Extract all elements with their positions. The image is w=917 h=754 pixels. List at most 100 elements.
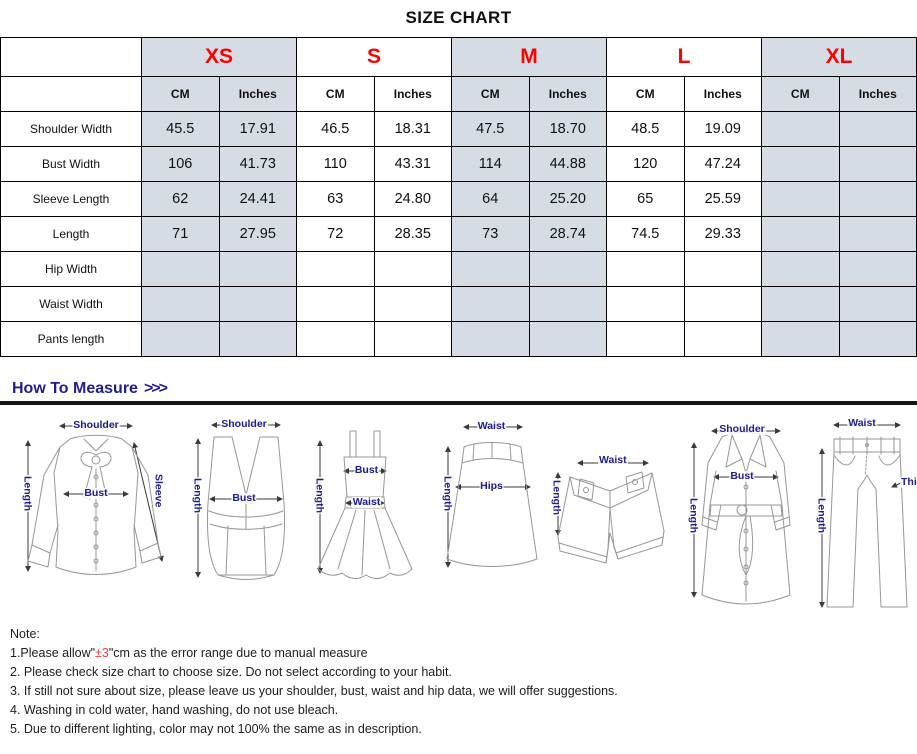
waist-label: Waist xyxy=(598,454,628,466)
unit-cell: CM xyxy=(606,76,685,112)
table-row-pants-length: Pants length xyxy=(0,321,917,357)
note-1-post: "cm as the error range due to manual mea… xyxy=(108,646,368,660)
notes-section: Note: 1.Please allow"±3"cm as the error … xyxy=(10,625,917,739)
figure-dress: Bust Waist Length xyxy=(304,411,429,607)
bust-label: Bust xyxy=(83,487,109,499)
cell: 62 xyxy=(141,181,220,217)
cell xyxy=(141,251,220,287)
cell xyxy=(761,286,840,322)
note-line-4: 4. Washing in cold water, hand washing, … xyxy=(10,703,339,717)
note-line-2: 2. Please check size chart to choose siz… xyxy=(10,665,452,679)
length-label: Length xyxy=(313,477,326,514)
length-label: Length xyxy=(815,497,828,534)
bust-label: Bust xyxy=(353,464,380,476)
cell xyxy=(761,321,840,357)
size-header-row: XS S M L XL xyxy=(0,37,917,77)
cell xyxy=(218,286,297,322)
cell: 25.20 xyxy=(528,181,607,217)
cell: 46.5 xyxy=(296,111,375,147)
measure-figures: Shoulder Length Bust Sleeve Shoulder Len… xyxy=(0,411,917,617)
cell xyxy=(838,146,917,182)
unit-cell: CM xyxy=(141,76,220,112)
cell: 24.41 xyxy=(218,181,297,217)
cell xyxy=(838,251,917,287)
cell xyxy=(761,251,840,287)
cell xyxy=(683,321,762,357)
figure-tank: Shoulder Length Bust xyxy=(184,411,304,607)
cell: 18.70 xyxy=(528,111,607,147)
table-row-hip-width: Hip Width xyxy=(0,251,917,287)
unit-cell: CM xyxy=(296,76,375,112)
waist-label: Waist xyxy=(351,496,382,508)
corner-cell xyxy=(0,37,142,77)
cell: 27.95 xyxy=(218,216,297,252)
cell: 48.5 xyxy=(606,111,685,147)
cell: 28.35 xyxy=(373,216,452,252)
note-line-1: 1.Please allow"±3"cm as the error range … xyxy=(10,644,917,663)
cell: 19.09 xyxy=(683,111,762,147)
note-line-5: 5. Due to different lighting, color may … xyxy=(10,722,422,736)
figure-shorts: Waist Length xyxy=(546,411,674,607)
unit-cell: Inches xyxy=(683,76,762,112)
corner-cell xyxy=(0,76,142,112)
cell: 44.88 xyxy=(528,146,607,182)
cell xyxy=(296,286,375,322)
cell xyxy=(451,251,530,287)
unit-cell: CM xyxy=(451,76,530,112)
cell: 43.31 xyxy=(373,146,452,182)
cell xyxy=(373,286,452,322)
cell: 110 xyxy=(296,146,375,182)
cell xyxy=(528,286,607,322)
waist-label: Waist xyxy=(476,420,507,432)
cell: 45.5 xyxy=(141,111,220,147)
cell xyxy=(838,286,917,322)
row-label: Waist Width xyxy=(0,286,142,322)
cell xyxy=(838,321,917,357)
size-header-m: M xyxy=(451,37,607,77)
unit-cell: Inches xyxy=(373,76,452,112)
bust-label: Bust xyxy=(231,492,257,504)
table-row-shoulder-width: Shoulder Width 45.5 17.91 46.5 18.31 47.… xyxy=(0,111,917,147)
cell xyxy=(761,111,840,147)
waist-label: Waist xyxy=(847,417,877,429)
note-line-3: 3. If still not sure about size, please … xyxy=(10,684,618,698)
figure-skirt: Waist Hips Length xyxy=(434,411,549,607)
thigh-label: Thigh xyxy=(900,477,917,488)
cell xyxy=(373,251,452,287)
note-1-tolerance: ±3 xyxy=(95,646,109,660)
unit-cell: Inches xyxy=(528,76,607,112)
row-label: Pants length xyxy=(0,321,142,357)
cell xyxy=(218,251,297,287)
tank-drawing xyxy=(195,422,285,580)
size-header-l: L xyxy=(606,37,762,77)
cell: 41.73 xyxy=(218,146,297,182)
cell: 65 xyxy=(606,181,685,217)
cell: 106 xyxy=(141,146,220,182)
figure-blouse: Shoulder Length Bust Sleeve xyxy=(6,411,186,607)
length-label: Length xyxy=(441,475,454,512)
row-label: Bust Width xyxy=(0,146,142,182)
cell: 28.74 xyxy=(528,216,607,252)
cell xyxy=(528,321,607,357)
shoulder-label: Shoulder xyxy=(718,423,766,435)
size-header-s: S xyxy=(296,37,452,77)
blouse-drawing xyxy=(25,423,164,575)
page-title: SIZE CHART xyxy=(405,8,512,27)
cell: 24.80 xyxy=(373,181,452,217)
how-to-measure-heading: How To Measure >>> xyxy=(12,380,917,398)
cell xyxy=(218,321,297,357)
cell xyxy=(683,251,762,287)
length-label: Length xyxy=(21,475,34,512)
cell: 64 xyxy=(451,181,530,217)
cell xyxy=(451,321,530,357)
figure-coat: Shoulder Bust Length xyxy=(676,411,808,617)
size-header-xl: XL xyxy=(761,37,917,77)
shorts-drawing xyxy=(555,460,665,564)
row-label: Length xyxy=(0,216,142,252)
cell xyxy=(606,286,685,322)
cell: 114 xyxy=(451,146,530,182)
size-chart-table: XS S M L XL CM Inches CM Inches CM Inche… xyxy=(0,37,917,357)
table-row-length: Length 71 27.95 72 28.35 73 28.74 74.5 2… xyxy=(0,216,917,252)
cell: 47.5 xyxy=(451,111,530,147)
